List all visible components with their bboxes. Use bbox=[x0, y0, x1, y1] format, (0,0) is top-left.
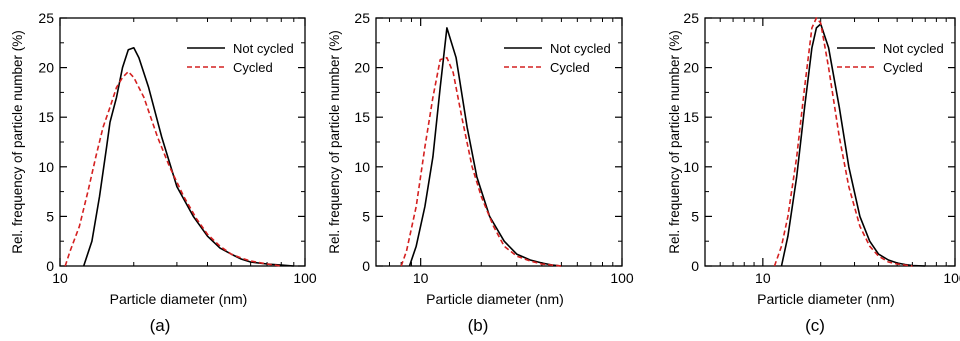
legend-label: Not cycled bbox=[883, 41, 944, 56]
y-tick-label: 25 bbox=[683, 10, 699, 26]
y-tick-label: 15 bbox=[683, 109, 699, 125]
y-tick-label: 0 bbox=[691, 258, 699, 274]
y-tick-label: 20 bbox=[354, 60, 370, 76]
y-tick-label: 10 bbox=[354, 159, 370, 175]
chart-panel: 10 100 0 5 10 15 20 25 Particle diameter (nm) Rel… bbox=[327, 10, 634, 335]
y-tick-label: 25 bbox=[354, 10, 370, 26]
x-axis-title: Particle diameter (nm) bbox=[426, 291, 564, 307]
x-axis-title: Particle diameter (nm) bbox=[757, 291, 895, 307]
x-tick-label: 100 bbox=[293, 270, 317, 286]
y-tick-label: 15 bbox=[354, 109, 370, 125]
y-axis-title: Rel. frequency of particle number (%) bbox=[667, 30, 682, 254]
panel-label: (b) bbox=[468, 316, 489, 335]
x-axis-title: Particle diameter (nm) bbox=[110, 291, 248, 307]
series-line-cycled bbox=[64, 70, 282, 267]
y-tick-label: 20 bbox=[38, 60, 54, 76]
x-tick-label: 10 bbox=[52, 270, 68, 286]
y-tick-label: 10 bbox=[38, 159, 54, 175]
legend-label: Cycled bbox=[233, 60, 273, 75]
series-line-cycled bbox=[773, 17, 913, 267]
y-tick-label: 5 bbox=[691, 208, 699, 224]
legend-label: Cycled bbox=[883, 60, 923, 75]
legend-label: Cycled bbox=[550, 60, 590, 75]
y-tick-label: 20 bbox=[683, 60, 699, 76]
chart-panel: 10 100 0 5 10 15 20 25 Particle diameter (nm) Rel… bbox=[667, 10, 960, 335]
series-line-not-cycled bbox=[82, 46, 294, 267]
y-tick-label: 0 bbox=[46, 258, 54, 274]
y-tick-label: 10 bbox=[683, 159, 699, 175]
y-tick-label: 15 bbox=[38, 109, 54, 125]
y-tick-label: 5 bbox=[362, 208, 370, 224]
legend-label: Not cycled bbox=[550, 41, 611, 56]
y-axis-title: Rel. frequency of particle number (%) bbox=[10, 30, 25, 254]
y-tick-label: 25 bbox=[38, 10, 54, 26]
series-line-not-cycled bbox=[408, 27, 562, 267]
chart-panel: 10 100 0 5 10 15 20 25 Particle diameter (nm) Rel… bbox=[10, 10, 317, 335]
series-line-not-cycled bbox=[780, 23, 926, 267]
x-tick-label: 10 bbox=[413, 270, 429, 286]
x-tick-label: 100 bbox=[943, 270, 960, 286]
x-tick-label: 10 bbox=[755, 270, 771, 286]
y-tick-label: 0 bbox=[362, 258, 370, 274]
panel-label: (a) bbox=[150, 316, 171, 335]
x-tick-label: 100 bbox=[610, 270, 634, 286]
y-axis-title: Rel. frequency of particle number (%) bbox=[327, 30, 342, 254]
panel-label: (c) bbox=[805, 316, 825, 335]
legend-label: Not cycled bbox=[233, 41, 294, 56]
series-line-cycled bbox=[400, 56, 562, 267]
y-tick-label: 5 bbox=[46, 208, 54, 224]
